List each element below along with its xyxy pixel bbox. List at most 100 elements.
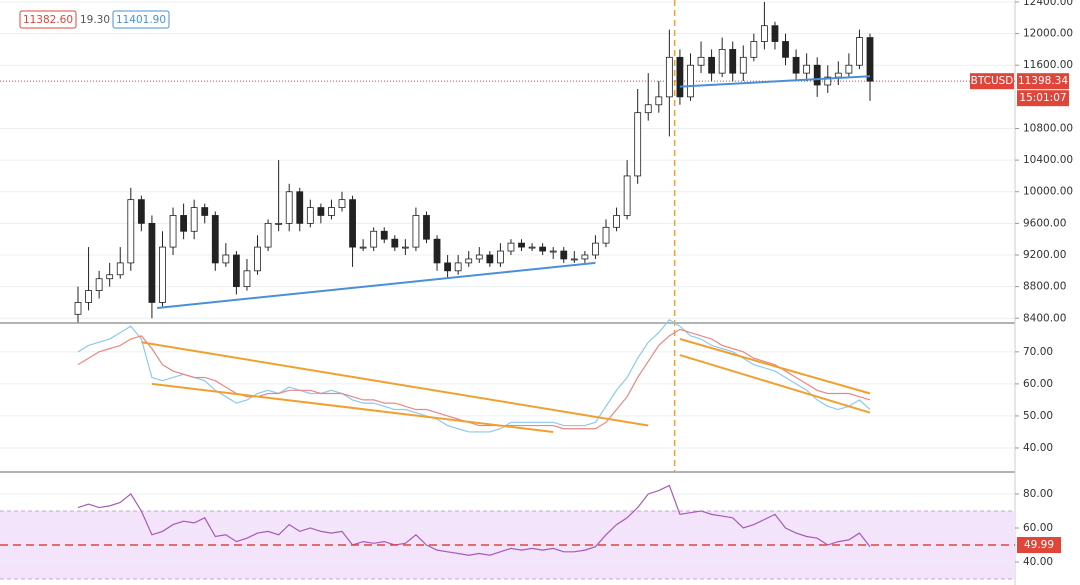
y-tick-label: 60.00 xyxy=(1023,378,1053,390)
candle-body xyxy=(380,230,388,240)
candle-body xyxy=(412,215,420,248)
candle-body xyxy=(665,56,673,98)
y-tick-label: 60.00 xyxy=(1023,522,1053,534)
y-tick-label: 10800.00 xyxy=(1023,122,1073,134)
candle-body xyxy=(549,250,557,253)
candle-body xyxy=(444,262,452,272)
candle-body xyxy=(137,199,145,224)
candle-body xyxy=(296,191,304,224)
symbol-label: BTCUSD xyxy=(971,75,1014,87)
candle-body xyxy=(856,37,863,66)
countdown-label-box xyxy=(1017,90,1069,107)
symbol-label-box xyxy=(970,73,1014,90)
header-value: 11382.60 xyxy=(23,14,73,26)
candle-body xyxy=(655,96,663,106)
candle-body xyxy=(782,41,789,58)
candle-body xyxy=(190,207,198,232)
candle-body xyxy=(169,215,177,248)
candle-body xyxy=(254,246,261,272)
candle-body xyxy=(285,191,293,224)
candle-body xyxy=(761,25,768,42)
candle-body xyxy=(750,41,758,58)
candle-body xyxy=(718,49,726,74)
candle-body xyxy=(845,64,853,74)
y-tick-label: 40.00 xyxy=(1023,556,1053,568)
candle-body xyxy=(180,215,188,232)
candle-body xyxy=(866,37,874,82)
y-tick-label: 70.00 xyxy=(1023,346,1053,358)
y-tick-label: 8800.00 xyxy=(1023,281,1066,293)
candle-body xyxy=(602,226,610,244)
candle-body xyxy=(106,274,114,280)
trend-line xyxy=(679,354,871,414)
rsi-level-label: 49.99 xyxy=(1024,539,1054,551)
y-tick-label: 10000.00 xyxy=(1023,186,1073,198)
header-box xyxy=(19,10,77,29)
header-value: 11401.90 xyxy=(116,14,166,26)
candle-body xyxy=(834,72,842,78)
candle-body xyxy=(518,242,525,248)
candle-body xyxy=(634,112,642,177)
candle-body xyxy=(74,302,82,315)
candle-body xyxy=(539,246,547,252)
countdown-label: 15:01:07 xyxy=(1019,92,1066,104)
trend-line xyxy=(151,382,554,433)
candle-body xyxy=(317,207,325,216)
y-tick-label: 9600.00 xyxy=(1023,217,1066,229)
candle-body xyxy=(697,56,705,66)
candle-body xyxy=(560,250,568,260)
candle-body xyxy=(148,222,156,303)
candle-body xyxy=(243,270,251,288)
header-box xyxy=(112,10,170,29)
candle-body xyxy=(708,56,715,74)
candle-body xyxy=(85,290,92,303)
rsi-line xyxy=(77,484,871,556)
candle-body xyxy=(370,230,378,248)
candle-body xyxy=(433,238,441,264)
y-tick-label: 80.00 xyxy=(1023,488,1053,500)
candle-body xyxy=(623,175,631,216)
candle-body xyxy=(771,25,779,42)
candle-body xyxy=(739,56,747,74)
candle-body xyxy=(676,56,684,98)
candle-body xyxy=(803,64,811,74)
candle-body xyxy=(159,246,166,303)
candle-body xyxy=(116,262,124,276)
candle-body xyxy=(211,215,219,264)
last-price-label: 11398.34 xyxy=(1018,75,1068,87)
candle-body xyxy=(496,250,504,264)
candle-body xyxy=(201,207,209,216)
trend-line xyxy=(679,75,871,88)
candle-body xyxy=(127,199,135,264)
y-tick-label: 9200.00 xyxy=(1023,249,1066,261)
candle-body xyxy=(95,278,103,291)
y-tick-label: 10400.00 xyxy=(1023,154,1073,166)
candle-body xyxy=(687,64,694,98)
y-tick-label: 12400.00 xyxy=(1023,0,1073,8)
y-tick-label: 50.00 xyxy=(1023,410,1053,422)
candle-body xyxy=(486,254,494,264)
candle-body xyxy=(401,246,409,249)
candle-body xyxy=(306,207,314,224)
candle-body xyxy=(465,258,473,264)
candle-body xyxy=(328,207,335,216)
candle-body xyxy=(232,254,240,288)
last-price-label-box xyxy=(1017,73,1069,90)
candle-body xyxy=(349,199,356,248)
candle-body xyxy=(475,254,483,260)
rsi-level-label-box xyxy=(1017,537,1061,554)
candle-body xyxy=(391,238,399,248)
candle-body xyxy=(813,64,821,86)
candle-body xyxy=(592,242,599,256)
trend-line xyxy=(141,341,649,427)
header-value: 19.30 xyxy=(80,14,110,26)
y-tick-label: 12000.00 xyxy=(1023,28,1073,40)
candle-body xyxy=(729,49,737,74)
candle-body xyxy=(581,254,589,260)
candle-body xyxy=(222,254,230,264)
candle-body xyxy=(454,262,462,272)
candle-body xyxy=(275,222,283,225)
y-tick-label: 40.00 xyxy=(1023,442,1053,454)
